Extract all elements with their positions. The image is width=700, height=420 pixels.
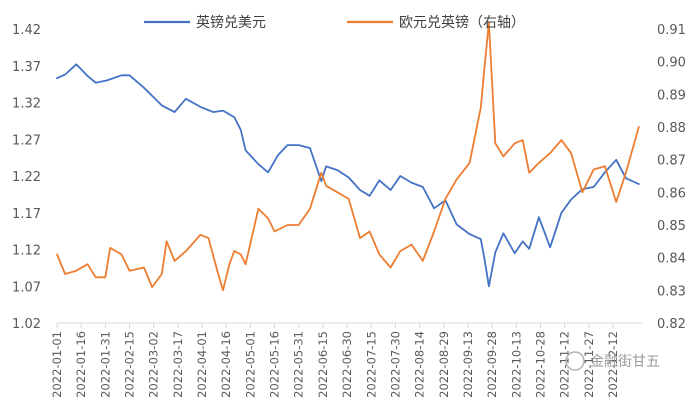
left-tick-label: 1.37 (12, 60, 41, 75)
right-tick-label: 0.82 (657, 317, 686, 332)
x-tick-label: 2022-06-30 (340, 331, 354, 398)
x-tick-label: 2022-05-16 (268, 331, 282, 398)
x-tick-label: 2022-04-16 (219, 331, 233, 398)
x-axis-ticks: 2022-01-01 2022-01-16 2022-01-31 2022-02-15… (50, 323, 620, 398)
series-line-eurgbp (56, 21, 640, 292)
watermark: 金融街甘五 (565, 351, 660, 371)
legend: 英镑兑美元 欧元兑英镑（右轴） (144, 14, 525, 31)
left-tick-label: 1.02 (12, 317, 41, 332)
x-tick-label: 2022-08-29 (437, 331, 451, 398)
right-tick-label: 0.90 (657, 56, 686, 71)
x-tick-label: 2022-09-13 (461, 331, 475, 398)
series-line-gbpusd (56, 63, 640, 288)
legend-label-eurgbp: 欧元兑英镑（右轴） (399, 14, 525, 31)
right-axis-ticks: 0.91 0.90 0.89 0.88 0.87 0.86 0.85 0.84 0.83 0.82 (657, 23, 686, 332)
right-tick-label: 0.84 (657, 252, 686, 267)
x-tick-label: 2022-05-01 (243, 331, 257, 398)
legend-label-gbpusd: 英镑兑美元 (196, 14, 266, 31)
right-tick-label: 0.87 (657, 154, 686, 169)
x-tick-label: 2022-06-15 (316, 331, 330, 398)
right-tick-label: 0.83 (657, 284, 686, 299)
left-tick-label: 1.27 (12, 133, 41, 148)
left-tick-label: 1.22 (12, 170, 41, 185)
left-tick-label: 1.12 (12, 244, 41, 259)
x-tick-label: 2022-03-17 (171, 331, 185, 398)
left-tick-label: 1.07 (12, 280, 41, 295)
x-tick-label: 2022-05-31 (292, 331, 306, 398)
x-tick-label: 2022-04-01 (195, 331, 209, 398)
x-tick-label: 2022-07-30 (388, 331, 402, 398)
left-axis-ticks: 1.42 1.37 1.32 1.27 1.22 1.17 1.12 1.07 1.02 (12, 23, 41, 332)
right-tick-label: 0.86 (657, 186, 686, 201)
x-tick-label: 2022-01-31 (98, 331, 112, 398)
x-tick-label: 2022-09-28 (485, 331, 499, 398)
watermark-icon (565, 351, 585, 371)
x-tick-label: 2022-10-13 (509, 331, 523, 398)
series-layer (56, 21, 640, 292)
watermark-text: 金融街甘五 (590, 354, 660, 370)
left-tick-label: 1.42 (12, 23, 41, 38)
x-tick-label: 2022-03-02 (147, 331, 161, 398)
x-tick-label: 2022-11-12 (558, 331, 572, 398)
right-tick-label: 0.89 (657, 88, 686, 103)
x-tick-label: 2022-01-01 (50, 331, 64, 398)
right-tick-label: 0.85 (657, 219, 686, 234)
x-tick-label: 2022-02-15 (123, 331, 137, 398)
right-tick-label: 0.88 (657, 121, 686, 136)
right-tick-label: 0.91 (657, 23, 686, 38)
x-tick-label: 2022-11-27 (582, 331, 596, 398)
x-tick-label: 2022-01-16 (74, 331, 88, 398)
x-tick-label: 2022-07-15 (364, 331, 378, 398)
x-tick-label: 2022-08-14 (413, 331, 427, 398)
left-tick-label: 1.32 (12, 97, 41, 112)
left-tick-label: 1.17 (12, 207, 41, 222)
x-tick-label: 2022-12-12 (606, 331, 620, 398)
x-tick-label: 2022-10-28 (533, 331, 547, 398)
